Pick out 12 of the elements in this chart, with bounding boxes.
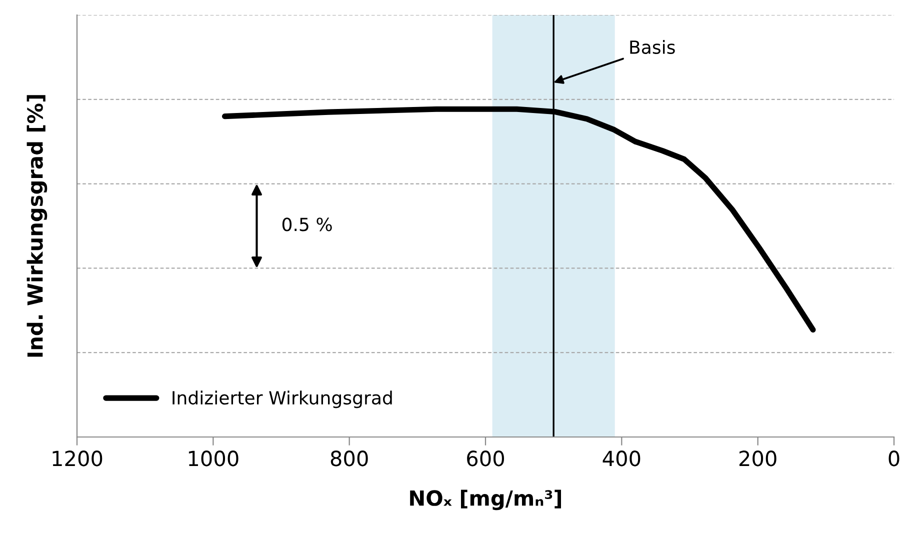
x-tick-label: 1000 — [188, 450, 238, 466]
x-axis-title: NOₓ [mg/mₙ³] — [410, 490, 562, 510]
x-tick-label: 600 — [467, 450, 504, 466]
annotation: 0.5 % — [282, 218, 332, 232]
y-axis-title: Ind. Wirkungsgrad [%] — [26, 95, 48, 357]
ref-line-label: Basis — [630, 40, 675, 54]
x-tick-label: 200 — [739, 450, 776, 466]
legend-label: Indizierter Wirkungsgrad — [172, 390, 392, 408]
x-tick-label: 1200 — [52, 450, 102, 466]
x-tick-label: 800 — [330, 450, 368, 466]
x-tick-label: 0 — [888, 450, 900, 466]
x-tick-label: 400 — [602, 450, 640, 466]
